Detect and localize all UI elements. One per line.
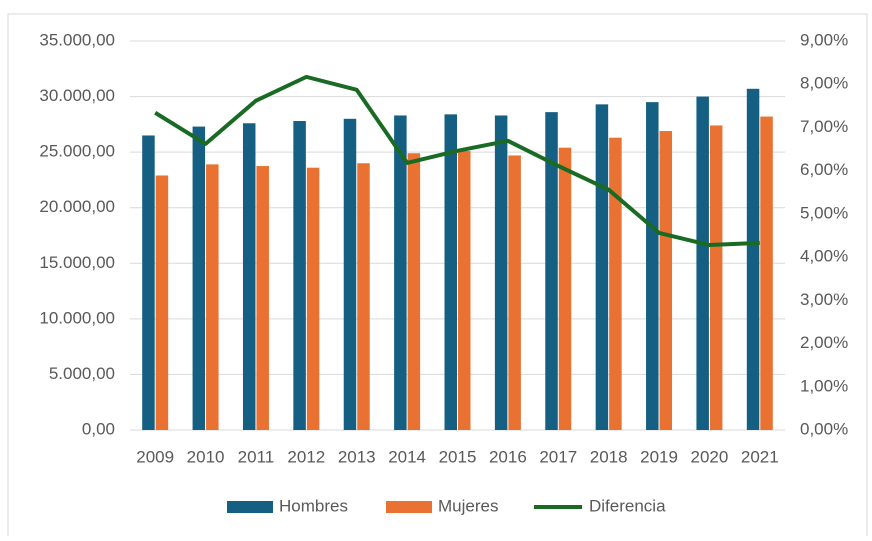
y2-tick-label: 3,00% xyxy=(800,290,848,309)
y-tick-label: 15.000,00 xyxy=(39,253,115,272)
bar xyxy=(357,163,370,430)
legend-label: Diferencia xyxy=(589,496,666,515)
x-tick-label: 2012 xyxy=(287,447,325,466)
bar xyxy=(545,112,558,430)
bar xyxy=(343,118,357,431)
y2-tick-label: 2,00% xyxy=(800,333,848,352)
x-tick-label: 2019 xyxy=(640,447,678,466)
y2-tick-label: 6,00% xyxy=(800,160,848,179)
bar xyxy=(609,137,622,431)
bar xyxy=(242,123,256,430)
x-tick-label: 2017 xyxy=(539,447,577,466)
legend-swatch xyxy=(386,501,432,513)
x-tick-label: 2011 xyxy=(238,447,275,466)
bar xyxy=(458,151,471,430)
bar xyxy=(155,175,169,430)
bar xyxy=(293,121,306,430)
bar xyxy=(595,104,609,430)
y2-tick-label: 9,00% xyxy=(800,30,848,49)
bar xyxy=(760,116,773,430)
bar xyxy=(646,102,659,430)
legend-swatch xyxy=(227,501,273,513)
y2-tick-label: 0,00% xyxy=(800,419,848,438)
bar xyxy=(407,153,421,431)
bar xyxy=(394,115,407,431)
y-tick-label: 20.000,00 xyxy=(39,197,115,216)
x-tick-label: 2013 xyxy=(338,447,376,466)
bar xyxy=(444,114,457,431)
bar xyxy=(494,115,508,431)
bar xyxy=(508,155,521,430)
bar xyxy=(746,88,760,430)
y2-tick-label: 5,00% xyxy=(800,203,848,222)
y2-tick-label: 4,00% xyxy=(800,247,848,266)
bar xyxy=(192,126,206,430)
y2-tick-label: 1,00% xyxy=(800,376,848,395)
y-tick-label: 0,00 xyxy=(82,419,115,438)
bar xyxy=(709,125,723,431)
legend-label: Hombres xyxy=(279,496,348,515)
x-tick-label: 2021 xyxy=(741,447,779,466)
y-tick-label: 35.000,00 xyxy=(39,30,115,49)
x-tick-label: 2018 xyxy=(590,447,628,466)
x-tick-label: 2015 xyxy=(439,447,477,466)
bar xyxy=(558,147,572,430)
line xyxy=(154,74,760,248)
bar xyxy=(142,135,155,430)
legend-label: Mujeres xyxy=(438,496,498,515)
bar xyxy=(206,164,219,430)
y-tick-label: 30.000,00 xyxy=(39,86,115,105)
x-tick-label: 2009 xyxy=(136,447,174,466)
x-tick-label: 2020 xyxy=(691,447,729,466)
bar xyxy=(659,131,673,431)
y-tick-label: 10.000,00 xyxy=(39,308,115,327)
y2-tick-label: 7,00% xyxy=(800,117,848,136)
bar xyxy=(256,166,269,431)
bar xyxy=(306,167,320,430)
x-tick-label: 2016 xyxy=(489,447,527,466)
y-tick-label: 5.000,00 xyxy=(49,364,115,383)
x-tick-label: 2010 xyxy=(187,447,225,466)
y-tick-label: 25.000,00 xyxy=(39,142,115,161)
bar xyxy=(696,96,709,431)
x-tick-label: 2014 xyxy=(388,447,426,466)
y2-tick-label: 8,00% xyxy=(800,74,848,93)
